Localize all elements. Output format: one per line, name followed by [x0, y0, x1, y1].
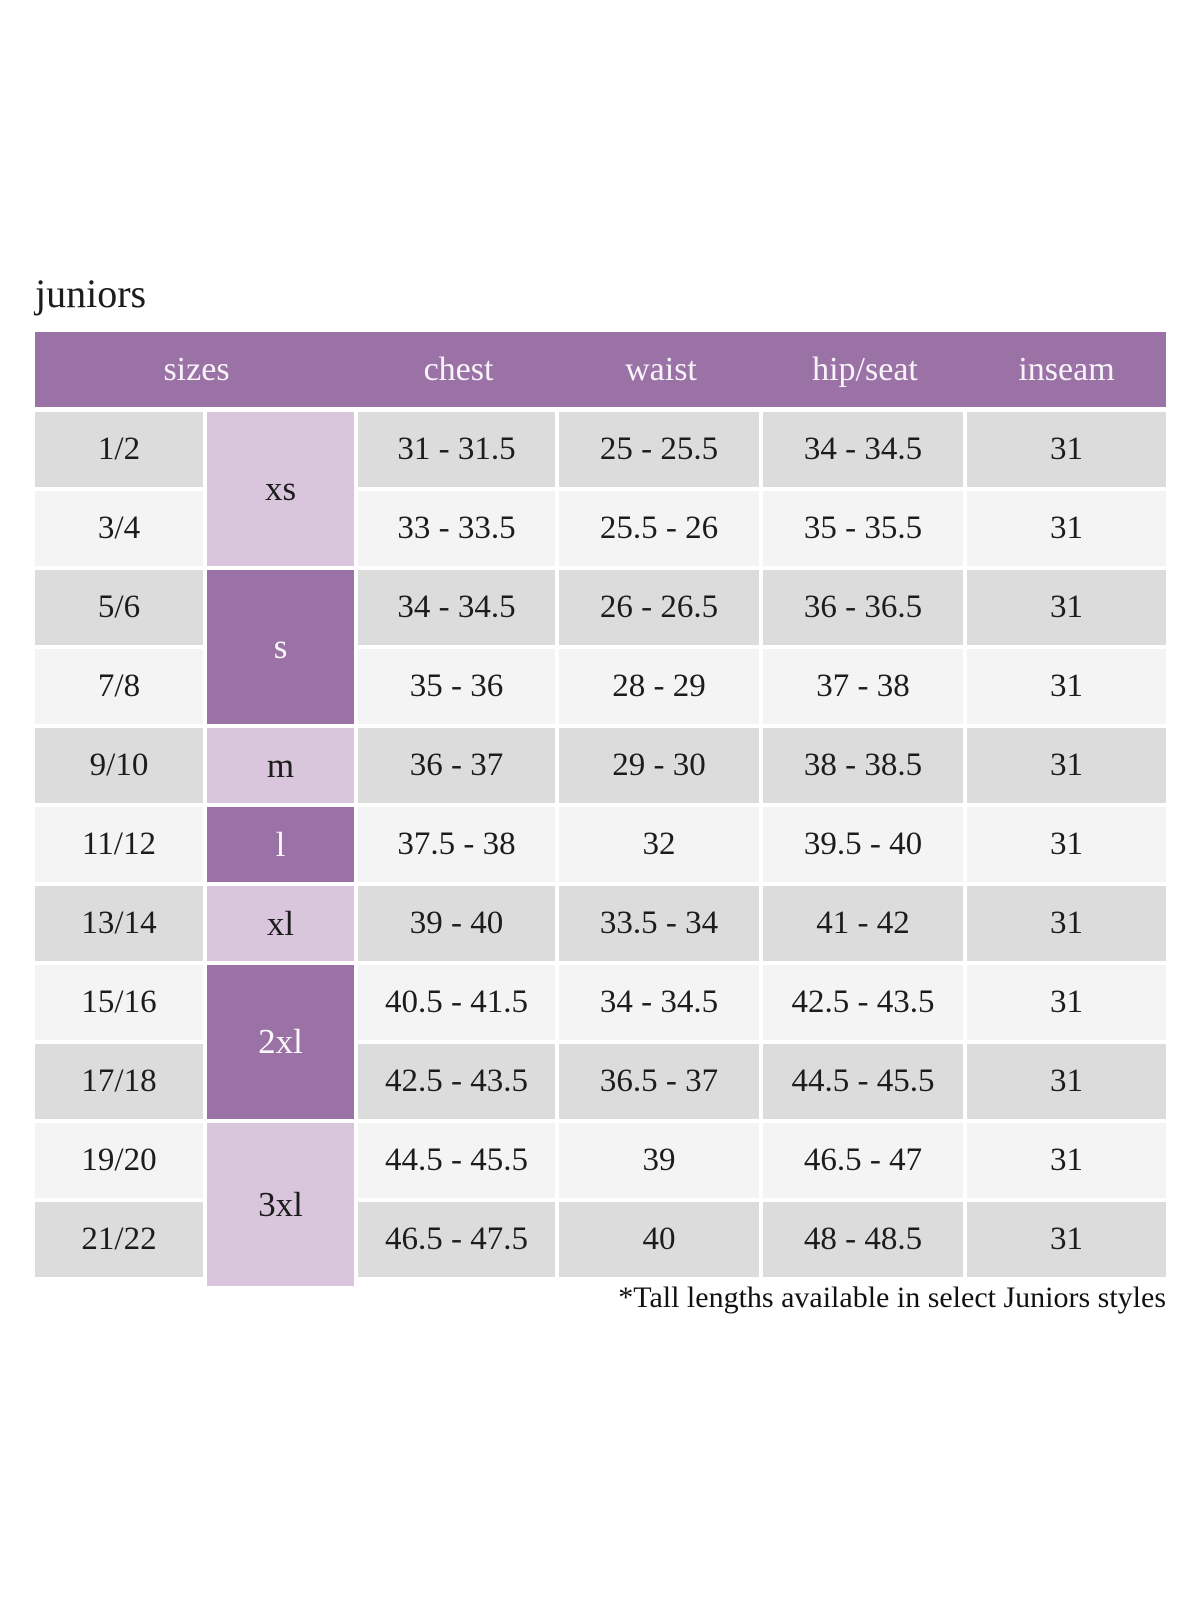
column-header-hip-seat: hip/seat: [812, 350, 918, 388]
chest-cell: 31 - 31.5: [358, 412, 555, 487]
size-letter-cell: xs: [207, 412, 354, 566]
inseam-cell: 31: [967, 570, 1166, 645]
size-letter-cell: l: [207, 807, 354, 882]
chest-cell: 35 - 36: [358, 649, 555, 724]
size-cell: 9/10: [35, 728, 203, 803]
size-letter-cell: s: [207, 570, 354, 724]
inseam-cell: 31: [967, 1202, 1166, 1277]
waist-cell: 40: [559, 1202, 759, 1277]
column-header-inseam: inseam: [1018, 350, 1115, 388]
inseam-cell: 31: [967, 807, 1166, 882]
chest-cell: 36 - 37: [358, 728, 555, 803]
hip-seat-cell: 34 - 34.5: [763, 412, 963, 487]
chest-cell: 37.5 - 38: [358, 807, 555, 882]
inseam-cell: 31: [967, 1123, 1166, 1198]
hip-seat-cell: 35 - 35.5: [763, 491, 963, 566]
waist-cell: 25.5 - 26: [559, 491, 759, 566]
inseam-cell: 31: [967, 965, 1166, 1040]
size-cell: 17/18: [35, 1044, 203, 1119]
waist-cell: 25 - 25.5: [559, 412, 759, 487]
waist-cell: 33.5 - 34: [559, 886, 759, 961]
inseam-cell: 31: [967, 1044, 1166, 1119]
inseam-cell: 31: [967, 491, 1166, 566]
inseam-cell: 31: [967, 728, 1166, 803]
chest-cell: 33 - 33.5: [358, 491, 555, 566]
inseam-cell: 31: [967, 886, 1166, 961]
chest-cell: 34 - 34.5: [358, 570, 555, 645]
chest-cell: 40.5 - 41.5: [358, 965, 555, 1040]
hip-seat-cell: 37 - 38: [763, 649, 963, 724]
size-cell: 3/4: [35, 491, 203, 566]
waist-cell: 39: [559, 1123, 759, 1198]
chest-cell: 39 - 40: [358, 886, 555, 961]
table-body: 1/2 xs 31 - 31.5 25 - 25.5 34 - 34.5 31 3/4 33 …: [35, 412, 1166, 1286]
chest-cell: 42.5 - 43.5: [358, 1044, 555, 1119]
hip-seat-cell: 39.5 - 40: [763, 807, 963, 882]
size-cell: 5/6: [35, 570, 203, 645]
hip-seat-cell: 41 - 42: [763, 886, 963, 961]
column-header-chest: chest: [423, 350, 494, 388]
hip-seat-cell: 44.5 - 45.5: [763, 1044, 963, 1119]
page-title: juniors: [35, 271, 147, 316]
waist-cell: 34 - 34.5: [559, 965, 759, 1040]
hip-seat-cell: 38 - 38.5: [763, 728, 963, 803]
size-cell: 13/14: [35, 886, 203, 961]
size-cell: 19/20: [35, 1123, 203, 1198]
size-letter-cell: 3xl: [207, 1123, 354, 1286]
waist-cell: 32: [559, 807, 759, 882]
size-cell: 7/8: [35, 649, 203, 724]
column-header-sizes: sizes: [163, 350, 230, 388]
hip-seat-cell: 36 - 36.5: [763, 570, 963, 645]
chest-cell: 46.5 - 47.5: [358, 1202, 555, 1277]
hip-seat-cell: 48 - 48.5: [763, 1202, 963, 1277]
hip-seat-cell: 42.5 - 43.5: [763, 965, 963, 1040]
size-cell: 15/16: [35, 965, 203, 1040]
hip-seat-cell: 46.5 - 47: [763, 1123, 963, 1198]
tall-lengths-footnote: *Tall lengths available in select Junior…: [618, 1281, 1166, 1314]
size-letter-cell: xl: [207, 886, 354, 961]
size-letter-cell: m: [207, 728, 354, 803]
chest-cell: 44.5 - 45.5: [358, 1123, 555, 1198]
waist-cell: 36.5 - 37: [559, 1044, 759, 1119]
inseam-cell: 31: [967, 649, 1166, 724]
inseam-cell: 31: [967, 412, 1166, 487]
juniors-size-table: sizes chest waist hip/seat inseam 1/2 xs 3…: [35, 332, 1166, 1286]
waist-cell: 26 - 26.5: [559, 570, 759, 645]
size-cell: 21/22: [35, 1202, 203, 1277]
waist-cell: 28 - 29: [559, 649, 759, 724]
size-cell: 1/2: [35, 412, 203, 487]
waist-cell: 29 - 30: [559, 728, 759, 803]
size-cell: 11/12: [35, 807, 203, 882]
table-header-row: sizes chest waist hip/seat inseam: [35, 332, 1166, 407]
column-header-waist: waist: [625, 350, 697, 388]
size-letter-cell: 2xl: [207, 965, 354, 1119]
